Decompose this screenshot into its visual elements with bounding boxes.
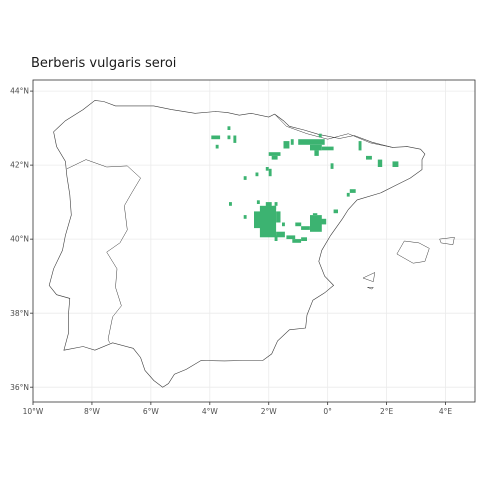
coastline-layer [48, 100, 455, 388]
panel-border [32, 79, 476, 403]
occurrence-cell [255, 172, 259, 177]
occurrence-cell [265, 202, 272, 208]
occurrence-cell [366, 155, 372, 160]
y-tick-label: 42°N [10, 161, 29, 170]
occurrence-cell [265, 167, 269, 171]
occurrence-cell [243, 215, 247, 219]
island-coastline [367, 287, 374, 290]
occurrence-cell [333, 209, 338, 214]
occurrence-cell [233, 135, 237, 143]
occurrence-cell [295, 222, 302, 227]
x-tick-label: 4°W [202, 407, 219, 416]
occurrence-cell [292, 239, 302, 243]
country-border [66, 159, 141, 343]
occurrence-cell [392, 161, 399, 167]
occurrence-cell [276, 211, 281, 223]
occurrence-cell [298, 139, 325, 145]
x-tick-label: 2°W [261, 407, 278, 416]
occurrence-cell [320, 218, 327, 225]
occurrence-cell [268, 168, 272, 177]
occurrence-cell [310, 215, 322, 232]
occurrence-cell [282, 222, 285, 227]
occurrence-cell [271, 155, 278, 160]
occurrence-cell [276, 231, 285, 238]
y-tick-label: 38°N [10, 309, 29, 318]
island-coastline [362, 272, 376, 283]
map-title: Berberis vulgaris seroi [31, 56, 177, 71]
occurrence-cell [358, 141, 362, 151]
x-tick-label: 0° [323, 407, 332, 416]
occurrence-cell [301, 226, 310, 230]
occurrence-cell [290, 139, 294, 145]
x-tick-label: 2°E [380, 407, 394, 416]
country-border [274, 113, 393, 148]
occurrence-cell [318, 133, 322, 138]
occurrence-cell [211, 135, 221, 140]
occurrence-cell [321, 146, 334, 151]
x-tick-label: 6°W [143, 407, 160, 416]
occurrence-cell [377, 159, 383, 167]
occurrence-cell [274, 202, 278, 206]
x-tick-label: 8°W [84, 407, 101, 416]
iberia-coastline [48, 100, 426, 388]
occurrence-cell [215, 144, 219, 149]
occurrence-cell [259, 205, 277, 238]
island-coastline [439, 237, 455, 245]
x-tick-label: 4°E [439, 407, 453, 416]
occurrence-layer [211, 126, 399, 243]
y-tick-label: 40°N [10, 235, 29, 244]
occurrence-cell [346, 192, 350, 197]
occurrence-cell [243, 176, 247, 180]
occurrence-cell [310, 144, 322, 151]
occurrence-cell [349, 189, 356, 193]
x-tick-label: 10°W [23, 407, 44, 416]
occurrence-cell [273, 205, 277, 210]
occurrence-cell [314, 150, 319, 156]
occurrence-cell [330, 163, 334, 169]
occurrence-cell [283, 141, 290, 149]
graticule [32, 80, 475, 402]
occurrence-cell [286, 235, 296, 240]
occurrence-cell [301, 237, 307, 241]
occurrence-cell [227, 126, 231, 130]
axis-ticks: 10°W 8°W 6°W 4°W 2°W 0° 2°E 4°E 36°N 38°N 40°N 42°N… [10, 87, 452, 416]
occurrence-cell [229, 202, 232, 206]
occurrence-cell [274, 235, 278, 241]
occurrence-cell [312, 213, 318, 216]
occurrence-cell [256, 200, 260, 204]
island-coastline [396, 240, 430, 264]
occurrence-cell [227, 135, 231, 140]
y-tick-label: 44°N [10, 87, 29, 96]
y-tick-label: 36°N [10, 383, 29, 392]
occurrence-cell [268, 152, 281, 156]
